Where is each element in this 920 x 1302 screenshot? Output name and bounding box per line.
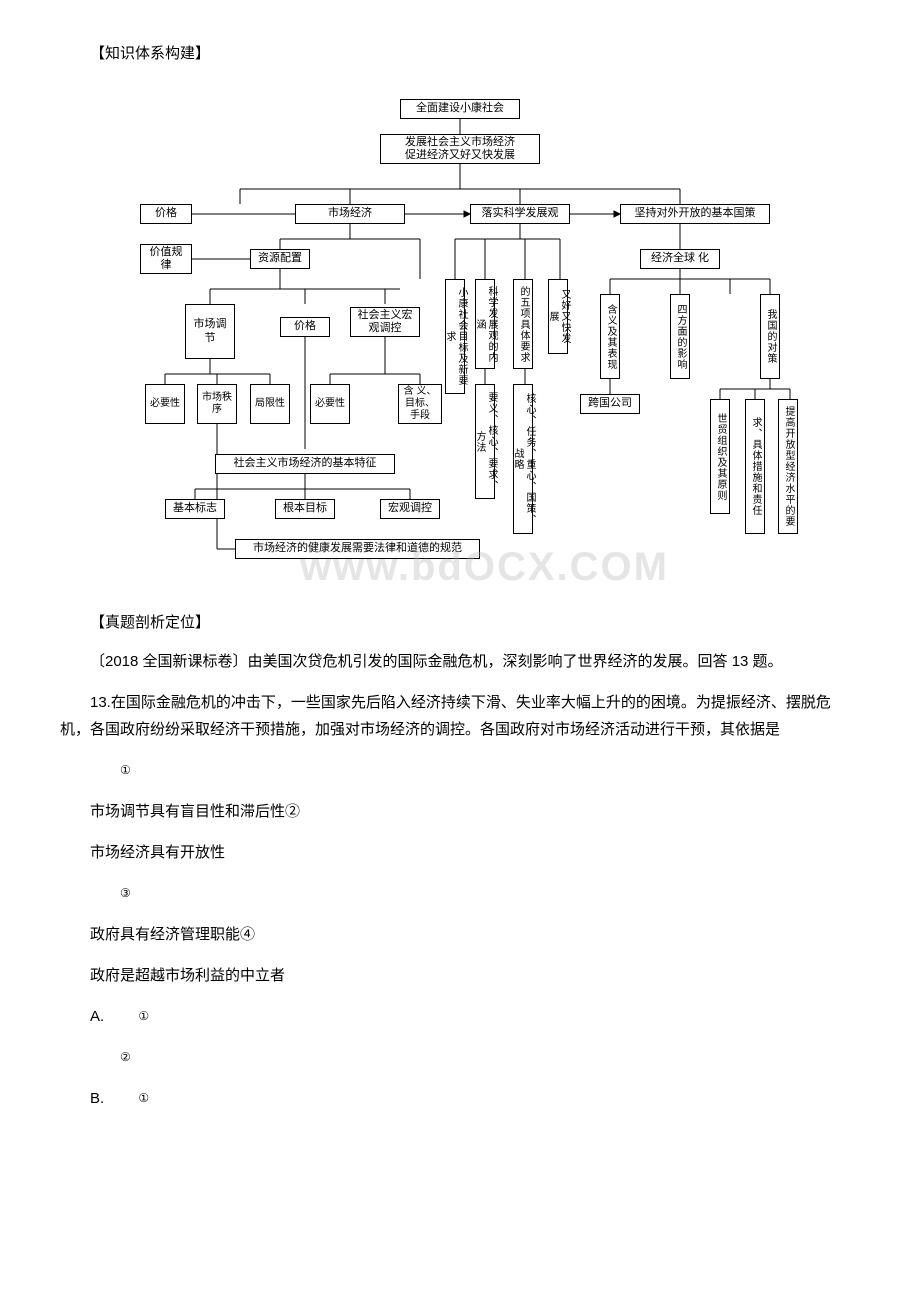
node-n15: 局限性: [250, 384, 290, 424]
option-2: 市场经济具有开放性: [60, 839, 860, 866]
node-n12: 社会主义宏观调控: [350, 307, 420, 337]
node-n11: 价格: [280, 317, 330, 337]
node-v11: 求、具体措施和责任: [745, 399, 765, 534]
node-n2: 发展社会主义市场经济 促进经济又好又快发展: [380, 134, 540, 164]
node-n3: 价格: [140, 204, 192, 224]
node-v12: 提高开放型经济水平的要: [778, 399, 798, 534]
node-v9: 核心、任务、重心、国策、战略: [513, 384, 533, 534]
node-n20: 基本标志: [165, 499, 225, 519]
node-n16: 必要性: [310, 384, 350, 424]
node-v8: 要义、核心、要求、方法: [475, 384, 495, 499]
option-mark-3: ③: [60, 880, 860, 907]
node-n17: 含 义、目标、手段: [398, 384, 442, 424]
circled-3: ③: [90, 883, 131, 905]
node-n10: 市场调节: [185, 304, 235, 359]
node-n8: 资源配置: [250, 249, 310, 269]
knowledge-diagram: 全面建设小康社会 发展社会主义市场经济 促进经济又好又快发展 价格 市场经济 落…: [120, 79, 800, 599]
node-n7: 价值规律: [140, 244, 192, 274]
option-4: 政府是超越市场利益的中立者: [60, 962, 860, 989]
section-title-2: 【真题剖析定位】: [60, 609, 860, 636]
question-stem: 13.在国际金融危机的冲击下，一些国家先后陷入经济持续下滑、失业率大幅上升的的困…: [60, 689, 860, 743]
choice-b-label: B.: [90, 1090, 108, 1107]
option-mark-1: ①: [60, 757, 860, 784]
node-v5: 含义及其表现: [600, 294, 620, 379]
section-title-1: 【知识体系构建】: [60, 40, 860, 67]
choice-a-mark: ①: [108, 1006, 149, 1028]
question-source: 〔2018 全国新课标卷〕由美国次贷危机引发的国际金融危机，深刻影响了世界经济的…: [60, 648, 860, 675]
choice-b-mark: ①: [108, 1088, 149, 1110]
choice-a-label: A.: [90, 1008, 108, 1025]
node-v6: 四方面的影响: [670, 294, 690, 379]
node-n6: 坚持对外开放的基本国策: [620, 204, 770, 224]
node-n13: 必要性: [145, 384, 185, 424]
node-v1: 小康社会目标及新要求: [445, 279, 465, 394]
node-v7: 我国的对策: [760, 294, 780, 379]
node-n23: 市场经济的健康发展需要法律和道德的规范: [235, 539, 480, 559]
node-v10: 世贸组织及其原则: [710, 399, 730, 514]
node-n18: 跨国公司: [580, 394, 640, 414]
choice-b: B. ①: [60, 1085, 860, 1112]
node-n1: 全面建设小康社会: [400, 99, 520, 119]
node-n4: 市场经济: [295, 204, 405, 224]
option-1: 市场调节具有盲目性和滞后性②: [60, 798, 860, 825]
choice-a: A. ①: [60, 1003, 860, 1030]
node-n5: 落实科学发展观: [470, 204, 570, 224]
choice-a-mark2: ②: [90, 1047, 131, 1069]
node-v4: 又好又快发展: [548, 279, 568, 354]
node-n19: 社会主义市场经济的基本特征: [215, 454, 395, 474]
node-v3: 的五项具体要求: [513, 279, 533, 369]
option-3: 政府具有经济管理职能④: [60, 921, 860, 948]
node-n9: 经济全球 化: [640, 249, 720, 269]
circled-1: ①: [90, 760, 131, 782]
choice-a-2: ②: [60, 1044, 860, 1071]
node-n14: 市场秩序: [197, 384, 237, 424]
node-n21: 根本目标: [275, 499, 335, 519]
node-n22: 宏观调控: [380, 499, 440, 519]
node-v2: 科学发展观的内涵: [475, 279, 495, 369]
